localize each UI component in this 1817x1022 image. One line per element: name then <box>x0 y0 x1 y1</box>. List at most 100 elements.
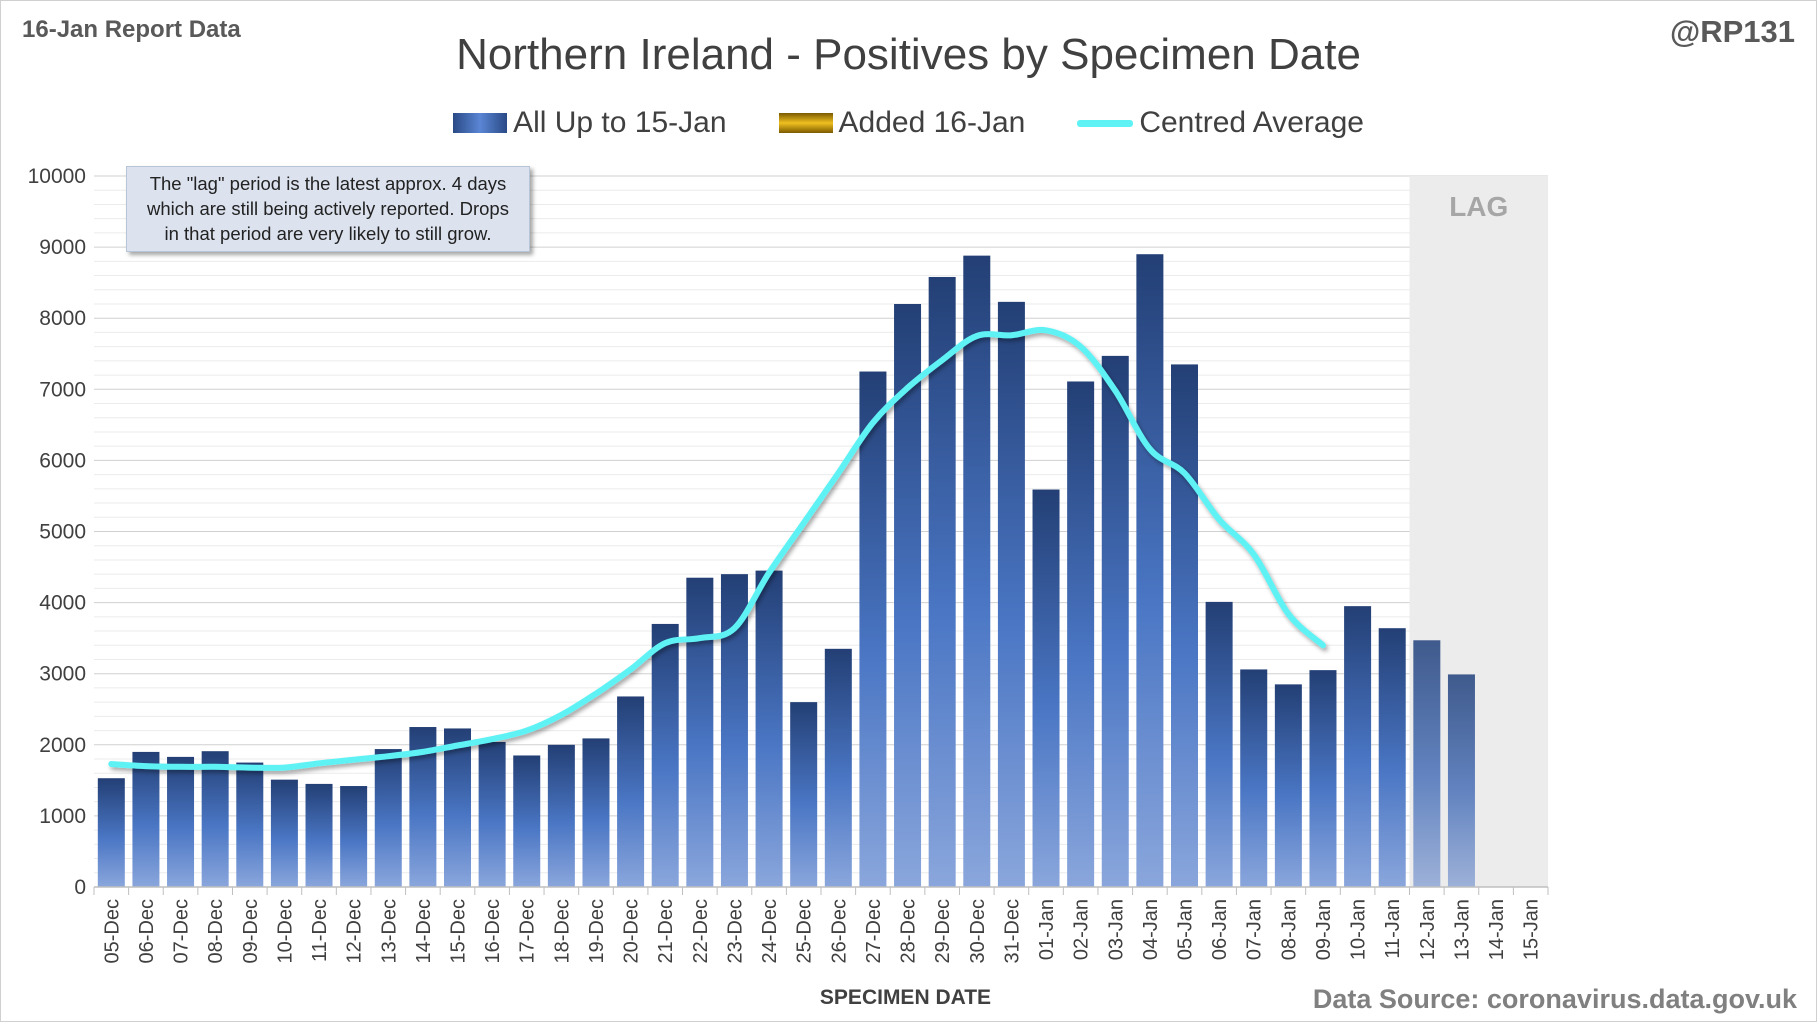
y-tick-label: 9000 <box>39 236 86 259</box>
bar-12-Dec <box>340 786 368 887</box>
bar-25-Dec <box>790 702 818 887</box>
x-tick-label: 27-Dec <box>863 899 885 963</box>
x-tick-label: 21-Dec <box>655 899 677 963</box>
x-tick-label: 29-Dec <box>932 899 954 963</box>
y-tick-label: 1000 <box>39 805 86 828</box>
chart-legend: All Up to 15-Jan Added 16-Jan Centred Av… <box>0 106 1817 140</box>
bar-04-Jan <box>1136 254 1164 887</box>
x-tick-label: 19-Dec <box>586 899 608 963</box>
bar-13-Dec <box>374 749 402 887</box>
bar-19-Dec <box>582 738 610 887</box>
bar-20-Dec <box>617 696 645 887</box>
bar-06-Jan <box>1205 601 1233 887</box>
x-axis-title: SPECIMEN DATE <box>819 986 992 1009</box>
x-tick-label: 01-Jan <box>1036 899 1058 960</box>
bar-17-Dec <box>513 755 541 887</box>
x-tick-label: 07-Dec <box>171 899 193 963</box>
x-tick-label: 10-Jan <box>1348 899 1370 960</box>
bar-10-Jan <box>1344 606 1372 887</box>
bar-06-Dec <box>132 751 160 887</box>
x-tick-label: 05-Dec <box>101 899 123 963</box>
bar-15-Dec <box>443 728 472 887</box>
y-tick-label: 7000 <box>39 378 86 401</box>
legend-item-average: Centred Average <box>1077 106 1364 140</box>
bar-02-Jan <box>1067 381 1095 887</box>
y-tick-label: 10000 <box>28 165 86 188</box>
legend-swatch-all <box>453 113 508 133</box>
bar-01-Jan <box>1032 489 1060 887</box>
legend-label-added: Added 16-Jan <box>838 106 1026 139</box>
bar-29-Dec <box>928 276 956 887</box>
x-tick-label: 20-Dec <box>621 899 643 963</box>
bar-07-Jan <box>1240 669 1268 887</box>
x-tick-label: 13-Jan <box>1452 899 1474 960</box>
x-tick-label: 05-Jan <box>1175 899 1197 960</box>
bar-05-Dec <box>97 778 125 887</box>
y-tick-label: 5000 <box>39 521 86 544</box>
x-tick-label: 06-Jan <box>1209 899 1231 960</box>
x-tick-label: 08-Dec <box>205 899 227 963</box>
bar-08-Jan <box>1274 684 1302 887</box>
x-tick-label: 06-Dec <box>136 899 158 963</box>
bar-31-Dec <box>997 301 1025 887</box>
chart-title: Northern Ireland - Positives by Specimen… <box>456 30 1361 79</box>
bar-27-Dec <box>859 371 887 887</box>
y-tick-label: 8000 <box>39 307 86 330</box>
x-tick-label: 26-Dec <box>828 899 850 963</box>
x-tick-label: 03-Jan <box>1105 899 1127 960</box>
bar-05-Jan <box>1170 364 1199 887</box>
bar-09-Jan <box>1309 670 1337 887</box>
data-source: Data Source: coronavirus.data.gov.uk <box>1312 984 1797 1014</box>
bar-28-Dec <box>894 303 922 888</box>
bar-11-Jan <box>1378 628 1406 887</box>
y-tick-label: 6000 <box>39 449 86 472</box>
x-tick-label: 23-Dec <box>725 899 747 963</box>
x-tick-label: 25-Dec <box>794 899 816 963</box>
x-tick-label: 18-Dec <box>551 899 573 963</box>
author-handle: @RP131 <box>1669 14 1795 49</box>
bar-18-Dec <box>547 744 575 887</box>
x-tick-label: 16-Dec <box>482 899 504 963</box>
lag-note: The "lag" period is the latest approx. 4… <box>126 166 530 252</box>
x-tick-label: 11-Jan <box>1382 899 1404 959</box>
bar-09-Dec <box>236 762 264 887</box>
x-tick-label: 12-Dec <box>344 899 366 963</box>
x-tick-label: 08-Jan <box>1278 899 1300 960</box>
x-tick-label: 09-Jan <box>1313 899 1335 960</box>
x-tick-label: 10-Dec <box>274 899 296 963</box>
y-tick-label: 4000 <box>39 592 86 615</box>
x-tick-label: 17-Dec <box>517 899 539 963</box>
x-tick-label: 24-Dec <box>759 899 781 963</box>
y-tick-label: 0 <box>74 876 86 899</box>
x-tick-label: 14-Dec <box>413 899 435 963</box>
x-tick-label: 04-Jan <box>1140 899 1162 960</box>
x-tick-label: 02-Jan <box>1071 899 1093 960</box>
x-tick-label: 28-Dec <box>898 899 920 963</box>
x-tick-label: 22-Dec <box>690 899 712 963</box>
x-tick-label: 13-Dec <box>378 899 400 963</box>
y-tick-label: 3000 <box>39 663 86 686</box>
legend-label-average: Centred Average <box>1139 106 1364 139</box>
bar-16-Dec <box>478 741 506 887</box>
bar-10-Dec <box>270 779 298 887</box>
x-tick-label: 09-Dec <box>240 899 262 963</box>
legend-swatch-added <box>778 113 833 133</box>
bar-12-Jan <box>1413 640 1441 887</box>
report-label: 16-Jan Report Data <box>22 16 241 43</box>
bar-21-Dec <box>651 623 679 887</box>
bar-11-Dec <box>305 783 333 887</box>
legend-item-all: All Up to 15-Jan <box>453 106 727 140</box>
x-tick-label: 14-Jan <box>1486 899 1508 960</box>
x-tick-label: 11-Dec <box>309 899 331 962</box>
bar-13-Jan <box>1447 674 1475 887</box>
bar-30-Dec <box>963 255 991 887</box>
y-tick-label: 2000 <box>39 734 86 757</box>
x-tick-label: 15-Jan <box>1521 899 1543 960</box>
bar-07-Dec <box>167 756 195 887</box>
legend-label-all: All Up to 15-Jan <box>513 106 727 139</box>
bar-03-Jan <box>1101 355 1129 887</box>
x-tick-label: 30-Dec <box>967 899 989 963</box>
bar-26-Dec <box>824 648 852 887</box>
bar-22-Dec <box>686 577 714 887</box>
bar-24-Dec <box>755 570 783 887</box>
